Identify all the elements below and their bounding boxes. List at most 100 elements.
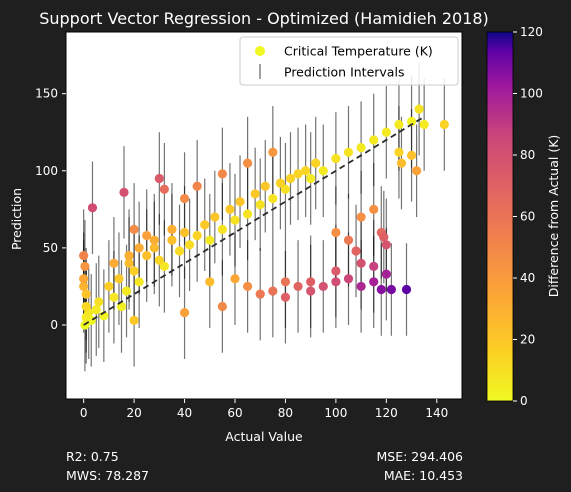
data-point: [306, 286, 316, 296]
data-point: [394, 119, 404, 130]
y-tick-label: 100: [35, 164, 58, 178]
data-point: [109, 258, 119, 268]
colorbar-tick-label: 60: [520, 210, 535, 224]
data-point: [356, 143, 366, 153]
data-point: [210, 212, 220, 222]
data-point: [142, 250, 152, 261]
data-point: [255, 289, 265, 299]
data-point: [159, 261, 169, 271]
legend-label-points: Critical Temperature (K): [284, 44, 433, 59]
x-axis-label: Actual Value: [225, 429, 303, 444]
data-point: [79, 281, 89, 292]
data-point: [129, 224, 139, 234]
data-point: [356, 212, 366, 222]
data-point: [134, 243, 144, 253]
data-point: [255, 200, 265, 210]
data-point: [230, 215, 240, 225]
data-point: [369, 204, 379, 214]
x-tick-label: 100: [324, 406, 347, 420]
legend-label-intervals: Prediction Intervals: [284, 65, 404, 80]
data-point: [179, 227, 190, 238]
legend-marker-points: [255, 46, 265, 56]
colorbar-tick-label: 80: [520, 148, 535, 162]
data-point: [381, 127, 391, 137]
data-point: [369, 135, 379, 145]
data-point: [149, 235, 159, 245]
data-point: [306, 173, 316, 184]
data-point: [419, 119, 429, 130]
data-point: [114, 274, 124, 284]
data-point: [87, 203, 98, 213]
data-point: [331, 227, 341, 238]
data-point: [243, 209, 253, 219]
data-point: [205, 277, 215, 287]
mae-stat: MAE: 10.453: [383, 468, 463, 483]
legend-box: [239, 36, 459, 86]
y-axis-label: Prediction: [9, 188, 24, 250]
data-point: [331, 266, 341, 276]
data-point: [381, 240, 391, 250]
data-point: [331, 153, 341, 164]
data-point: [179, 193, 190, 204]
x-tick-label: 80: [278, 406, 293, 420]
data-point: [121, 286, 132, 296]
data-point: [268, 147, 278, 157]
data-point: [343, 147, 354, 157]
x-tick-label: 60: [227, 406, 242, 420]
data-point: [293, 281, 303, 292]
data-point: [235, 197, 245, 207]
y-axis-ticks: 0 50 100 150: [35, 87, 66, 332]
data-point: [94, 297, 104, 307]
data-point: [260, 181, 270, 191]
data-point: [179, 308, 190, 318]
colorbar-tick-label: 120: [520, 25, 543, 39]
colorbar-label: Difference from Actual (K): [546, 135, 561, 298]
data-point: [81, 301, 91, 312]
r2-stat: R2: 0.75: [66, 449, 119, 464]
data-point: [205, 235, 215, 245]
legend: Critical Temperature (K) Prediction Inte…: [239, 36, 459, 86]
data-point: [142, 230, 152, 241]
colorbar-tick-label: 100: [520, 87, 543, 101]
data-point: [154, 255, 164, 265]
data-point: [401, 284, 412, 295]
data-point: [154, 173, 164, 184]
chart-svg: Support Vector Regression - Optimized (H…: [9, 9, 561, 444]
data-point: [369, 261, 379, 271]
data-point: [129, 315, 139, 325]
data-point: [343, 235, 354, 245]
data-point: [306, 277, 316, 287]
data-point: [109, 292, 119, 302]
data-point: [406, 116, 417, 127]
data-point: [293, 169, 303, 179]
data-point: [369, 277, 379, 287]
data-point: [394, 147, 404, 157]
data-point: [243, 281, 253, 292]
data-point: [129, 266, 139, 276]
data-point: [91, 304, 101, 315]
data-point: [379, 232, 389, 242]
data-point: [192, 181, 202, 191]
data-point: [217, 224, 227, 234]
data-point: [167, 235, 177, 245]
data-point: [124, 258, 134, 268]
y-tick-label: 150: [35, 87, 58, 101]
colorbar-tick-label: 40: [520, 271, 535, 285]
data-point: [159, 184, 169, 194]
data-point: [356, 281, 366, 292]
data-point: [230, 274, 240, 284]
data-point: [225, 204, 235, 214]
data-point: [217, 169, 227, 179]
mws-stat: MWS: 78.287: [66, 468, 150, 483]
data-point: [167, 224, 177, 234]
data-point: [79, 250, 89, 261]
data-point: [331, 277, 341, 287]
data-point: [356, 258, 366, 268]
data-point: [134, 277, 144, 287]
data-point: [243, 158, 253, 168]
data-point: [386, 284, 396, 295]
data-point: [343, 274, 354, 284]
data-point: [81, 289, 91, 299]
data-point: [119, 187, 129, 197]
